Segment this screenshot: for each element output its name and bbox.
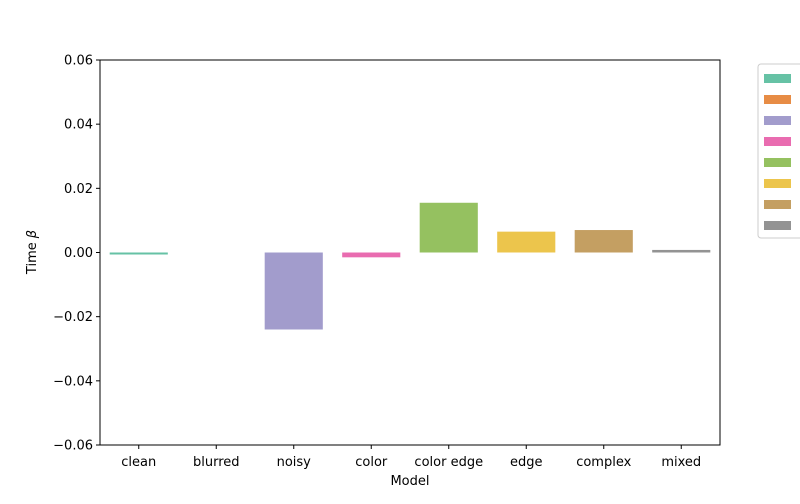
legend-swatch — [764, 179, 791, 188]
legend-swatch — [764, 137, 791, 146]
y-tick-label: 0.00 — [64, 246, 93, 261]
bar-color-edge — [419, 202, 478, 253]
legend-swatch — [764, 200, 791, 209]
legend-entries — [764, 74, 791, 230]
x-tick-label: blurred — [193, 455, 240, 470]
legend-swatch — [764, 74, 791, 83]
x-tick-label: edge — [510, 455, 543, 470]
legend-swatch — [764, 116, 791, 125]
bar-mixed — [652, 249, 711, 253]
bar-complex — [574, 230, 633, 253]
y-axis-label-symbol: β — [25, 230, 40, 239]
legend-swatch — [764, 158, 791, 167]
x-tick-label: clean — [121, 455, 156, 470]
x-axis: clean blurred noisy color color edge edge comp… — [121, 445, 701, 470]
bar-color — [342, 252, 401, 258]
y-tick-label: 0.04 — [64, 118, 93, 133]
y-tick-label: −0.04 — [53, 374, 93, 389]
bar-clean — [109, 252, 168, 255]
y-tick-label: −0.02 — [53, 310, 93, 325]
bar-noisy — [264, 252, 323, 330]
legend — [757, 63, 800, 239]
y-axis-label-text: Time — [25, 242, 40, 275]
y-axis: −0.06 −0.04 −0.02 0.00 0.02 0.04 0.06 — [53, 54, 100, 454]
legend-frame — [757, 63, 800, 239]
x-tick-label: noisy — [277, 455, 312, 470]
x-tick-label: complex — [576, 455, 631, 470]
legend-swatch — [764, 221, 791, 230]
y-axis-label: Time β — [25, 230, 40, 275]
y-tick-label: −0.06 — [53, 439, 93, 454]
y-tick-label: 0.06 — [64, 54, 93, 69]
x-tick-label: mixed — [661, 455, 701, 470]
bar-edge — [497, 231, 556, 253]
x-tick-label: color edge — [414, 455, 483, 470]
x-tick-label: color — [355, 455, 388, 470]
bars-group — [109, 202, 711, 330]
y-tick-label: 0.02 — [64, 182, 93, 197]
x-axis-label: Model — [390, 474, 429, 489]
legend-swatch — [764, 95, 791, 104]
